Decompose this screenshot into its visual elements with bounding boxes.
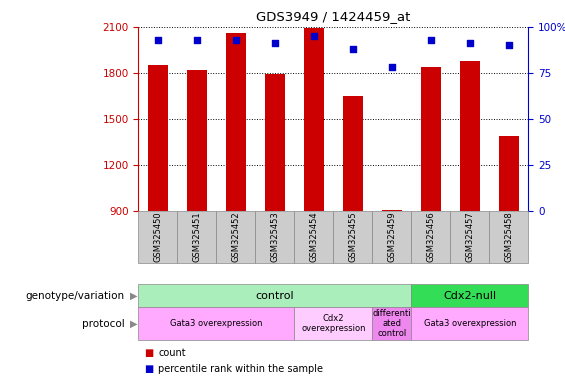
Text: GSM325457: GSM325457 xyxy=(466,212,474,263)
Bar xyxy=(343,96,363,211)
Text: genotype/variation: genotype/variation xyxy=(25,291,124,301)
Bar xyxy=(421,67,441,211)
Point xyxy=(426,37,435,43)
Point xyxy=(466,40,475,46)
Text: Cdx2-null: Cdx2-null xyxy=(443,291,497,301)
Bar xyxy=(382,210,402,211)
Bar xyxy=(226,33,246,211)
Text: count: count xyxy=(158,348,186,358)
Point xyxy=(348,46,358,52)
Text: GSM325454: GSM325454 xyxy=(310,212,318,262)
Text: ■: ■ xyxy=(144,348,153,358)
Point xyxy=(270,40,279,46)
Text: GSM325452: GSM325452 xyxy=(232,212,240,262)
Point xyxy=(192,37,202,43)
Text: GSM325455: GSM325455 xyxy=(349,212,357,262)
Point xyxy=(154,37,163,43)
Text: Gata3 overexpression: Gata3 overexpression xyxy=(170,319,263,328)
Text: GSM325451: GSM325451 xyxy=(193,212,201,262)
Text: ▶: ▶ xyxy=(130,291,137,301)
Point xyxy=(310,33,319,39)
Text: GSM325450: GSM325450 xyxy=(154,212,162,262)
Bar xyxy=(304,28,324,211)
Text: protocol: protocol xyxy=(81,318,124,329)
Text: control: control xyxy=(255,291,294,301)
Bar xyxy=(265,74,285,211)
Text: Gata3 overexpression: Gata3 overexpression xyxy=(424,319,516,328)
Text: ▶: ▶ xyxy=(130,318,137,329)
Text: GSM325453: GSM325453 xyxy=(271,212,279,263)
Point xyxy=(388,65,397,71)
Title: GDS3949 / 1424459_at: GDS3949 / 1424459_at xyxy=(256,10,411,23)
Bar xyxy=(187,70,207,211)
Text: GSM325456: GSM325456 xyxy=(427,212,435,263)
Bar xyxy=(460,61,480,211)
Text: GSM325458: GSM325458 xyxy=(505,212,513,263)
Text: percentile rank within the sample: percentile rank within the sample xyxy=(158,364,323,374)
Text: ■: ■ xyxy=(144,364,153,374)
Bar xyxy=(499,136,519,211)
Bar xyxy=(148,65,168,211)
Text: GSM325459: GSM325459 xyxy=(388,212,396,262)
Point xyxy=(232,37,241,43)
Text: differenti
ated
control: differenti ated control xyxy=(372,309,411,338)
Point xyxy=(505,42,514,48)
Text: Cdx2
overexpression: Cdx2 overexpression xyxy=(301,314,366,333)
